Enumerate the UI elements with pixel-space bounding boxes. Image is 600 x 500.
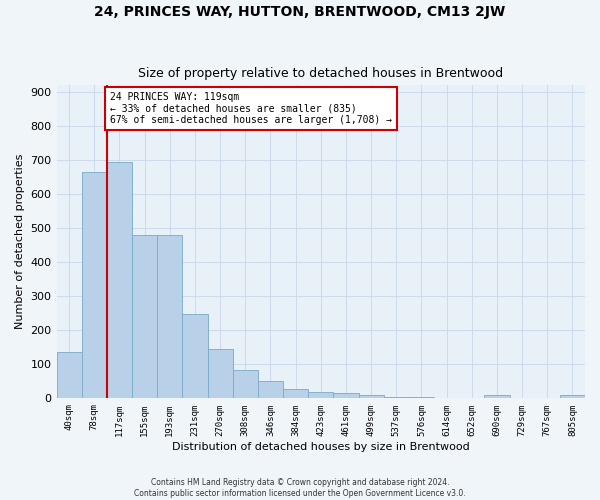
Bar: [132, 235, 157, 398]
Y-axis label: Number of detached properties: Number of detached properties: [15, 154, 25, 330]
Bar: [359, 395, 383, 398]
Bar: [283, 389, 308, 398]
Bar: [383, 396, 409, 398]
X-axis label: Distribution of detached houses by size in Brentwood: Distribution of detached houses by size …: [172, 442, 470, 452]
Bar: [208, 349, 233, 399]
Bar: [157, 235, 182, 398]
Bar: [56, 352, 82, 399]
Bar: [484, 395, 509, 398]
Bar: [258, 380, 283, 398]
Bar: [182, 314, 208, 398]
Bar: [107, 162, 132, 398]
Text: 24, PRINCES WAY, HUTTON, BRENTWOOD, CM13 2JW: 24, PRINCES WAY, HUTTON, BRENTWOOD, CM13…: [94, 5, 506, 19]
Bar: [560, 395, 585, 398]
Bar: [308, 392, 334, 398]
Text: 24 PRINCES WAY: 119sqm
← 33% of detached houses are smaller (835)
67% of semi-de: 24 PRINCES WAY: 119sqm ← 33% of detached…: [110, 92, 392, 125]
Bar: [233, 370, 258, 398]
Bar: [334, 394, 359, 398]
Title: Size of property relative to detached houses in Brentwood: Size of property relative to detached ho…: [138, 66, 503, 80]
Bar: [82, 172, 107, 398]
Text: Contains HM Land Registry data © Crown copyright and database right 2024.
Contai: Contains HM Land Registry data © Crown c…: [134, 478, 466, 498]
